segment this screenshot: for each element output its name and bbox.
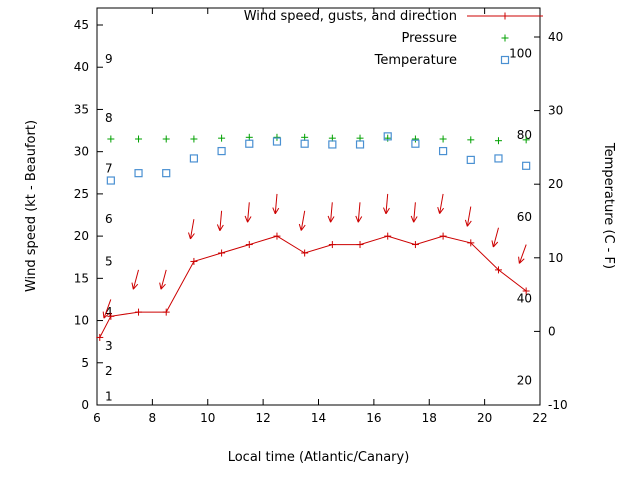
fahrenheit-scale-labels: 20 40 60 80 100: [509, 46, 532, 387]
wind-direction-arrow: [383, 193, 390, 215]
plot-border: [96, 7, 541, 406]
svg-text:10: 10: [548, 251, 563, 265]
svg-text:60: 60: [517, 210, 532, 224]
wind-direction-arrow: [298, 210, 306, 231]
temperature-series: [106, 132, 531, 185]
wind-direction-arrow: [131, 269, 139, 290]
svg-text:6: 6: [105, 212, 113, 226]
svg-text:40: 40: [74, 60, 89, 74]
right-y-axis-title: Temperature (C - F): [601, 142, 616, 270]
svg-text:2: 2: [105, 364, 113, 378]
svg-text:30: 30: [74, 145, 89, 159]
wind-direction-arrow: [518, 244, 527, 264]
svg-text:7: 7: [105, 162, 113, 176]
wind-direction-arrow: [355, 202, 363, 223]
wind-direction-arrow: [437, 193, 445, 214]
svg-text:Wind speed, gusts, and directi: Wind speed, gusts, and direction: [244, 9, 457, 24]
svg-text:8: 8: [149, 411, 157, 425]
svg-text:-10: -10: [548, 398, 568, 412]
svg-text:1: 1: [105, 390, 113, 404]
wind-direction-arrow: [327, 202, 335, 223]
svg-text:5: 5: [105, 254, 113, 268]
svg-text:20: 20: [477, 411, 492, 425]
svg-text:100: 100: [509, 46, 532, 60]
svg-text:80: 80: [517, 128, 532, 142]
svg-text:20: 20: [74, 229, 89, 243]
svg-text:9: 9: [105, 52, 113, 66]
x-axis-ticks: 6 8 10 12 14 16 18 20 22: [93, 8, 548, 425]
svg-text:20: 20: [548, 177, 563, 191]
wind-direction-arrow: [216, 210, 224, 231]
svg-text:18: 18: [422, 411, 437, 425]
svg-text:22: 22: [532, 411, 547, 425]
x-axis-title: Local time (Atlantic/Canary): [227, 450, 410, 465]
legend: Wind speed, gusts, and direction Pressure…: [244, 9, 543, 68]
svg-text:0: 0: [81, 398, 89, 412]
svg-text:12: 12: [255, 411, 270, 425]
svg-text:16: 16: [366, 411, 381, 425]
svg-text:Temperature: Temperature: [374, 53, 457, 68]
svg-text:4: 4: [105, 305, 113, 319]
svg-text:5: 5: [81, 356, 89, 370]
beaufort-scale-labels: 1 2 3 4 5 6 7 8 9: [105, 52, 113, 404]
wind-direction-arrow: [410, 202, 418, 223]
svg-text:15: 15: [74, 271, 89, 285]
svg-text:8: 8: [105, 111, 113, 125]
svg-text:20: 20: [517, 373, 532, 387]
wind-speed-series: [96, 232, 530, 341]
pressure-series: [107, 133, 530, 145]
svg-text:3: 3: [105, 339, 113, 353]
wind-direction-arrow: [272, 193, 280, 215]
wind-direction-arrow: [491, 227, 499, 248]
wind-direction-arrow: [159, 269, 167, 290]
svg-text:40: 40: [548, 30, 563, 44]
svg-text:14: 14: [311, 411, 326, 425]
svg-text:45: 45: [74, 18, 89, 32]
wind-direction-arrow: [464, 206, 472, 227]
wind-direction-arrow: [102, 299, 112, 319]
svg-text:40: 40: [517, 292, 532, 306]
svg-text:30: 30: [548, 104, 563, 118]
svg-text:10: 10: [74, 314, 89, 328]
svg-text:10: 10: [200, 411, 215, 425]
svg-text:25: 25: [74, 187, 89, 201]
svg-text:35: 35: [74, 102, 89, 116]
svg-text:0: 0: [548, 324, 556, 338]
svg-text:6: 6: [93, 411, 101, 425]
left-axis-ticks: 0 5 10 15 20 25 30 35 40 45: [74, 18, 103, 412]
right-axis-ticks: -10 0 10 20 30 40: [534, 30, 568, 412]
gust-direction-arrows: [102, 193, 527, 319]
wind-direction-arrow: [188, 219, 195, 240]
left-y-axis-title: Wind speed (kt - Beaufort): [24, 119, 39, 293]
wind-direction-arrow: [244, 202, 252, 223]
svg-text:Pressure: Pressure: [401, 31, 457, 46]
